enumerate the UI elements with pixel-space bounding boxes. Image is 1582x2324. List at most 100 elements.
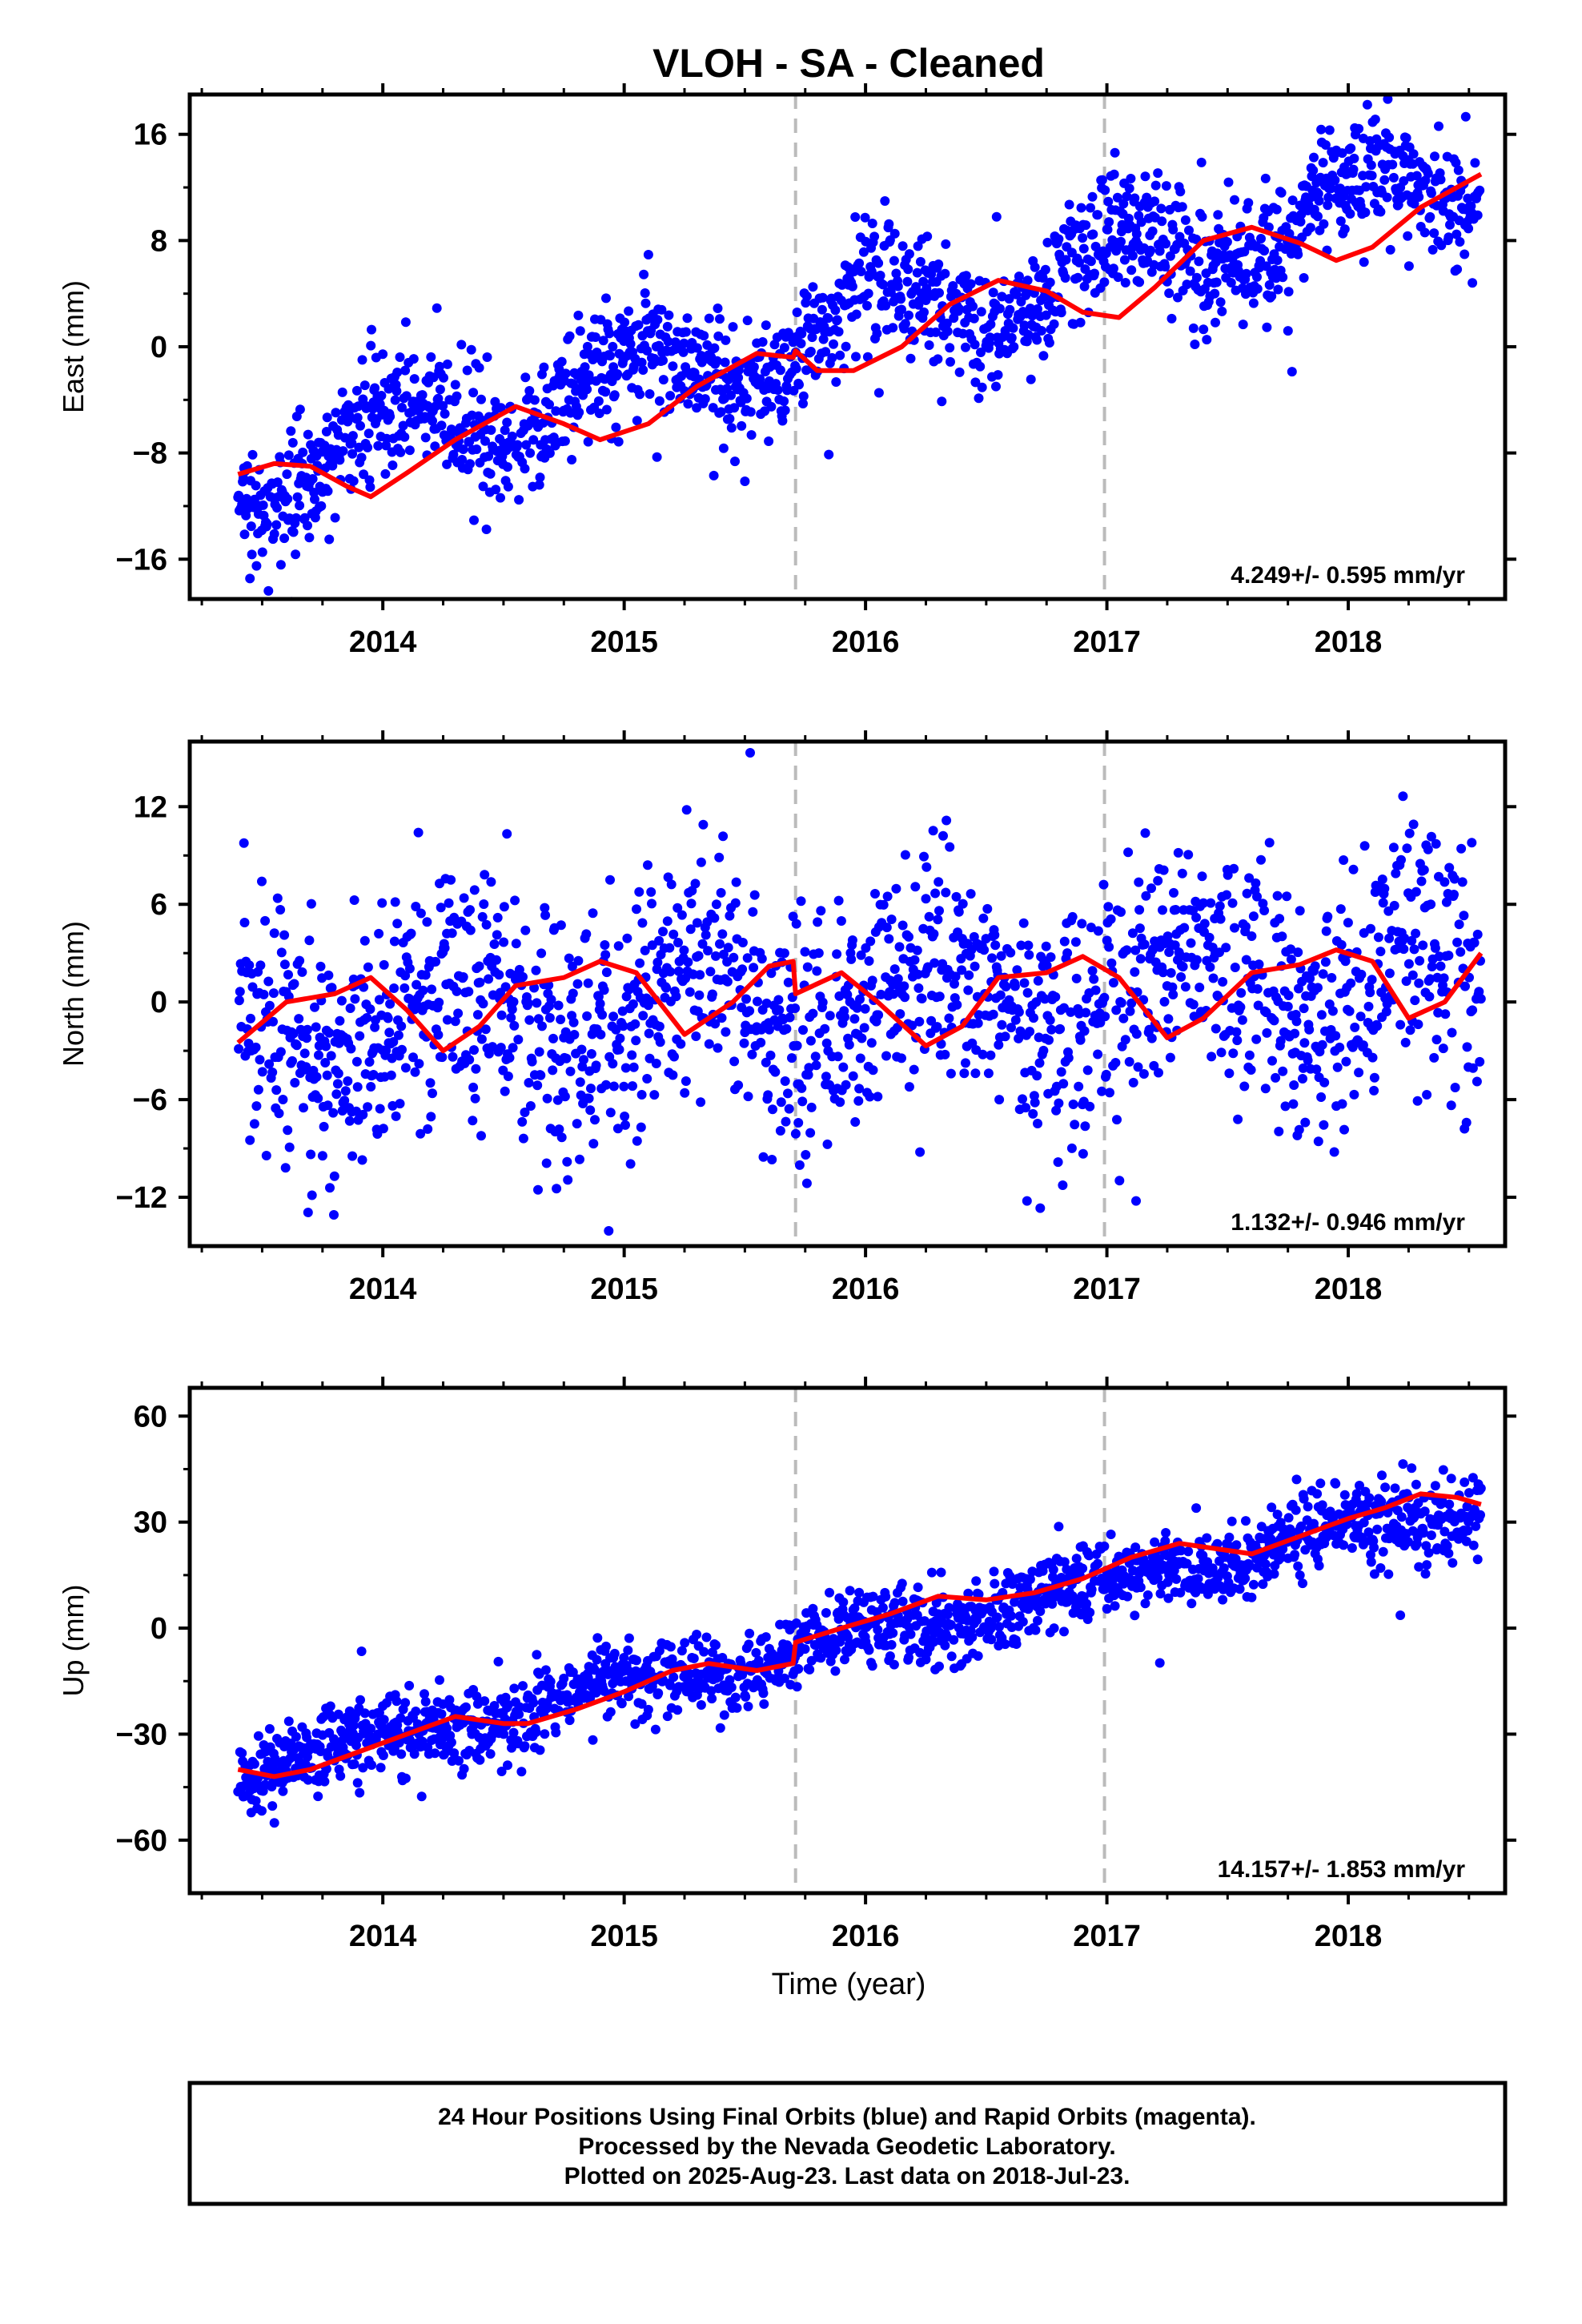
data-point [1227,898,1238,908]
data-point [1153,875,1163,886]
data-point [545,1676,556,1687]
data-point [1457,877,1468,887]
data-point [1239,1081,1250,1092]
data-point [406,928,416,939]
data-point [605,875,615,885]
data-point [347,448,358,459]
data-point [1167,982,1178,992]
data-point [457,455,468,464]
data-point [860,1003,870,1014]
data-point [643,250,653,259]
data-point [1336,939,1347,950]
data-point [1414,192,1424,202]
data-point [601,967,612,978]
data-point [875,271,885,280]
data-point [1099,992,1110,1003]
data-point [741,1691,751,1702]
data-point [1160,1536,1170,1546]
data-point [1191,234,1202,244]
data-point [239,529,250,540]
data-point [910,882,921,892]
data-point [1146,267,1157,277]
data-point [287,437,298,448]
data-point [1122,1591,1133,1602]
data-point [1316,1092,1327,1102]
data-point [818,334,829,344]
data-point [1217,306,1227,316]
data-point [582,384,592,395]
data-point [474,363,484,373]
data-point [816,906,826,916]
data-point [673,938,683,947]
data-point [572,1119,582,1129]
data-point [605,1108,616,1118]
data-point [1177,868,1187,879]
data-point [873,1010,884,1020]
data-point [1215,297,1226,308]
data-point [945,343,955,353]
data-point [1475,185,1485,195]
data-point [1449,890,1459,899]
data-point [1294,1124,1304,1135]
data-point [601,1641,611,1651]
data-point [1224,1068,1235,1079]
data-point [1320,957,1331,967]
data-point [1135,1582,1146,1593]
data-point [889,989,899,999]
data-point [1036,326,1046,336]
data-point [1244,873,1255,883]
data-point [679,338,689,348]
data-point [560,368,571,379]
data-point [422,917,432,927]
data-point [1182,1558,1192,1569]
data-point [534,480,544,490]
data-point [251,561,262,571]
data-point [1075,317,1086,328]
data-point [1108,263,1118,274]
data-point [485,468,496,479]
data-point [944,1602,954,1613]
data-point [988,1009,998,1019]
data-point [673,903,683,913]
data-point [644,1028,654,1039]
data-point [1034,1058,1045,1068]
data-point [1401,976,1411,987]
data-point [658,927,668,937]
data-point [704,1039,714,1049]
data-point [359,380,370,391]
data-point [1253,1000,1263,1011]
data-point [798,399,808,408]
data-point [1106,958,1117,968]
data-point [619,1653,629,1663]
data-point [586,1084,596,1094]
data-point [900,850,910,860]
data-point [679,945,689,955]
data-point [1383,94,1393,104]
data-point [396,1713,406,1723]
data-point [397,403,407,412]
data-point [868,1065,878,1076]
data-point [1452,937,1463,947]
data-point [974,1589,984,1599]
data-point [1283,1001,1293,1011]
data-point [1134,923,1145,934]
data-point [1103,196,1114,207]
data-point [794,1160,805,1170]
data-point [1345,209,1355,219]
data-point [333,1068,343,1079]
data-point [1006,947,1016,958]
data-point [885,1651,895,1661]
data-point [257,876,267,887]
data-point [713,1043,723,1053]
data-point [507,1004,517,1015]
data-point [1433,1007,1443,1018]
data-point [1401,133,1411,143]
data-point [900,992,910,1003]
data-point [702,917,713,927]
data-point [377,898,387,908]
data-point [1452,229,1462,239]
y-tick-label: 0 [151,986,167,1019]
data-point [936,1567,946,1578]
data-point [1160,262,1170,271]
y-tick-label: 6 [151,888,167,922]
